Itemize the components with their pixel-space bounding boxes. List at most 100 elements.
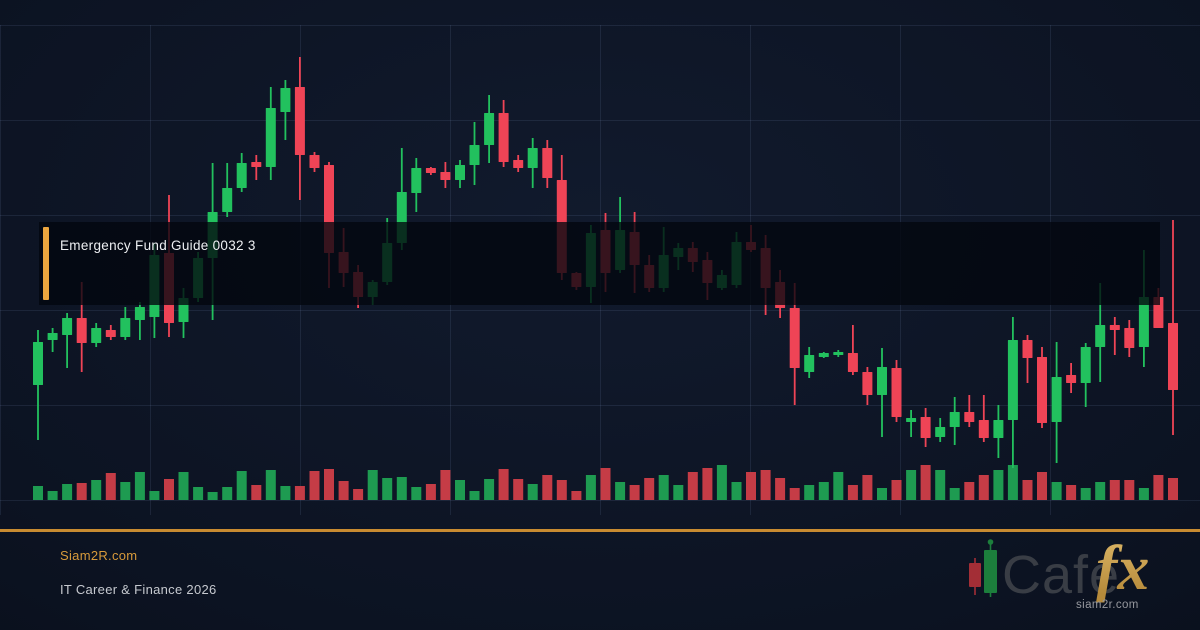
volume-bar (862, 475, 873, 500)
candle (236, 153, 247, 192)
volume-bar (149, 491, 160, 500)
volume-bar (1138, 488, 1149, 500)
volume-bar (746, 472, 756, 500)
candle (891, 360, 902, 422)
volume-bar (1095, 482, 1106, 500)
volume-bar (396, 477, 407, 500)
volume-bar (1066, 485, 1077, 500)
volume-bar (644, 478, 655, 500)
volume-bar (440, 470, 451, 500)
candle (877, 348, 887, 437)
grid (0, 25, 1200, 515)
volume-bar (687, 472, 698, 500)
volume-bar (585, 475, 596, 500)
candle (964, 395, 975, 427)
volume-bar (280, 486, 291, 500)
candle (222, 163, 233, 217)
volume-bar (62, 484, 73, 500)
volume-bar (411, 487, 422, 500)
volume-bar (891, 480, 902, 500)
volume-bar (193, 487, 204, 500)
volume-bar (804, 485, 815, 500)
volume-bar (222, 487, 233, 500)
volume-bar (251, 485, 262, 500)
volume-bar (47, 491, 58, 500)
volume-bar (265, 470, 276, 500)
volume-bar (33, 486, 43, 500)
site-tagline: IT Career & Finance 2026 (60, 582, 217, 597)
volume-bar (324, 469, 334, 500)
volume-bar (1153, 475, 1164, 500)
candle (935, 418, 946, 442)
volume-bar (847, 485, 858, 500)
volume-bar (1168, 478, 1178, 500)
volume-bar (309, 471, 320, 500)
candle (1109, 317, 1120, 355)
volume-bar (455, 480, 465, 500)
volume-bar (571, 491, 582, 500)
candle (498, 100, 509, 167)
volume-bar (207, 492, 218, 500)
logo-word-fx: fx (1096, 532, 1150, 603)
volume-bar (76, 483, 87, 500)
candle (280, 80, 291, 140)
volume-bar (236, 471, 247, 500)
candle (804, 347, 815, 378)
volume-bar (818, 482, 829, 500)
candle (1051, 342, 1062, 463)
candle (513, 155, 524, 172)
volume-bar (629, 485, 640, 500)
volume-bar (833, 472, 844, 500)
candle (1066, 363, 1077, 393)
volume-bar (382, 478, 393, 500)
candle (484, 95, 495, 163)
volume-bar (775, 478, 786, 500)
candle (120, 307, 131, 340)
candle (425, 167, 436, 175)
candle (1037, 347, 1047, 428)
volume-bar (702, 468, 713, 500)
candle (251, 155, 262, 180)
volume-bar (658, 475, 669, 500)
volume-bars (33, 465, 1178, 500)
gold-divider (0, 529, 1200, 532)
volume-bar (1007, 465, 1018, 500)
candle (105, 325, 116, 340)
volume-bar (1022, 480, 1033, 500)
volume-bar (527, 484, 538, 500)
candlestick-pair-icon (969, 539, 997, 597)
candle (91, 323, 102, 347)
volume-bar (484, 479, 495, 500)
candle (294, 57, 305, 200)
volume-bar (91, 480, 102, 500)
volume-bar (1124, 480, 1135, 500)
candle (527, 138, 538, 188)
candle (47, 328, 58, 352)
candle (1080, 343, 1091, 407)
volume-bar (877, 488, 887, 500)
candle (1022, 335, 1033, 383)
volume-bar (367, 470, 378, 500)
volume-bar (964, 482, 975, 500)
volume-bar (949, 488, 960, 500)
headline-title: Emergency Fund Guide 0032 3 (60, 238, 256, 253)
volume-bar (993, 470, 1004, 500)
logo-domain-text: siam2r.com (1076, 599, 1139, 611)
volume-bar (338, 481, 349, 500)
volume-bar (600, 468, 611, 500)
volume-bar (425, 484, 436, 500)
candle (134, 302, 145, 340)
volume-bar (935, 470, 946, 500)
candle (469, 122, 480, 185)
volume-bar (716, 465, 727, 500)
volume-bar (906, 470, 917, 500)
volume-bar (760, 470, 771, 500)
volume-bar (1037, 472, 1047, 500)
candle (818, 352, 829, 358)
candle (993, 405, 1004, 458)
volume-bar (731, 482, 742, 500)
headline-band: Emergency Fund Guide 0032 3 (39, 222, 1160, 305)
volume-bar (1080, 488, 1091, 500)
